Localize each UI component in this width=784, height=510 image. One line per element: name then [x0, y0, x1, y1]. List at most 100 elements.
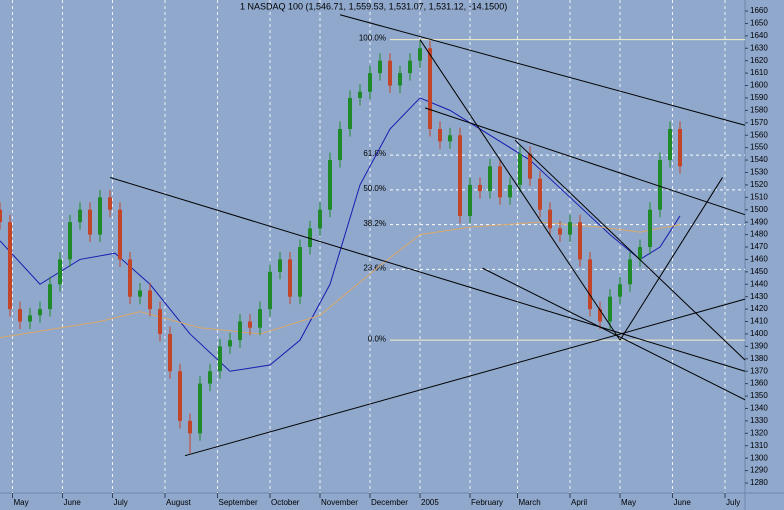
candle-body: [478, 184, 482, 192]
candle-body: [158, 309, 162, 334]
y-tick-label: 1610: [750, 68, 768, 77]
y-tick-label: 1510: [750, 192, 768, 201]
candle-body: [288, 259, 292, 297]
x-tick-label: July: [726, 498, 740, 507]
candle-body: [228, 340, 232, 347]
candle-body: [18, 309, 22, 322]
y-tick-label: 1370: [750, 366, 768, 375]
candle-body: [518, 153, 522, 185]
y-tick-label: 1590: [750, 93, 768, 102]
candle-body: [0, 209, 2, 223]
candle-body: [418, 48, 422, 61]
candle-body: [138, 290, 142, 297]
candle-body: [528, 153, 532, 179]
candle-body: [208, 371, 212, 384]
candle-body: [558, 228, 562, 235]
y-tick-label: 1550: [750, 143, 768, 152]
candle-body: [258, 309, 262, 328]
y-tick-label: 1640: [750, 31, 768, 40]
y-tick-label: 1620: [750, 56, 768, 65]
candle-body: [368, 73, 372, 92]
y-tick-label: 1480: [750, 230, 768, 239]
candle-body: [328, 160, 332, 210]
candle-body: [298, 247, 302, 297]
y-tick-label: 1570: [750, 118, 768, 127]
candle-body: [8, 222, 12, 310]
fib-label: 0.0%: [368, 334, 386, 343]
y-tick-label: 1320: [750, 428, 768, 437]
candle-body: [398, 73, 402, 86]
candle-body: [248, 321, 252, 328]
x-tick-label: June: [674, 498, 692, 507]
x-tick-label: November: [321, 498, 358, 507]
y-tick-label: 1650: [750, 19, 768, 28]
candle-body: [468, 184, 472, 216]
y-tick-label: 1390: [750, 341, 768, 350]
candle-body: [168, 333, 172, 372]
candle-body: [618, 284, 622, 297]
candle-body: [118, 209, 122, 260]
candle-body: [48, 284, 52, 310]
x-tick-label: July: [114, 498, 128, 507]
candle-body: [268, 271, 272, 310]
x-tick-label: March: [519, 498, 541, 507]
y-tick-label: 1440: [750, 279, 768, 288]
candle-body: [178, 371, 182, 421]
candle-body: [588, 259, 592, 310]
candle-body: [498, 166, 502, 198]
candle-body: [628, 259, 632, 285]
chart-title: 1 NASDAQ 100 (1,546.71, 1,559.53, 1,531.…: [240, 1, 507, 11]
candle-body: [108, 197, 112, 210]
fib-label: 61.8%: [363, 149, 386, 158]
x-tick-label: May: [14, 498, 29, 507]
moving-average: [0, 97, 681, 372]
y-tick-label: 1630: [750, 43, 768, 52]
candle-body: [568, 222, 572, 235]
candle-body: [648, 209, 652, 248]
candle-body: [28, 315, 32, 322]
trendline: [339, 14, 746, 126]
candle-body: [378, 60, 382, 74]
trendline: [184, 298, 746, 457]
fib-label: 23.6%: [363, 263, 386, 272]
trendline: [419, 39, 621, 341]
trendline: [482, 267, 746, 401]
x-tick-label: August: [166, 498, 192, 507]
candle-body: [358, 91, 362, 98]
x-tick-label: April: [571, 498, 587, 507]
y-tick-label: 1420: [750, 304, 768, 313]
x-tick-label: September: [219, 498, 258, 507]
candle-body: [538, 178, 542, 210]
candle-body: [598, 309, 602, 322]
y-tick-label: 1460: [750, 255, 768, 264]
candle-body: [678, 129, 682, 167]
y-tick-label: 1500: [750, 205, 768, 214]
x-tick-label: May: [621, 498, 636, 507]
trendline: [514, 139, 746, 361]
candle-body: [218, 346, 222, 372]
y-tick-label: 1410: [750, 317, 768, 326]
candle-body: [198, 383, 202, 434]
candle-body: [548, 209, 552, 229]
candle-body: [238, 321, 242, 341]
trendline: [619, 177, 723, 341]
candle-body: [68, 222, 72, 260]
candle-body: [448, 135, 452, 142]
candle-body: [318, 209, 322, 229]
candle-body: [88, 209, 92, 235]
y-tick-label: 1300: [750, 453, 768, 462]
y-tick-label: 1400: [750, 329, 768, 338]
plot-area: 100.0% 61.8% 50.0% 38.2% 23.6% 0.0%: [0, 0, 746, 493]
y-tick-label: 1520: [750, 180, 768, 189]
candle-body: [608, 296, 612, 322]
y-tick-label: 1360: [750, 379, 768, 388]
candle-body: [338, 129, 342, 161]
candle-body: [58, 259, 62, 285]
y-tick-label: 1530: [750, 168, 768, 177]
candle-body: [488, 166, 492, 192]
x-tick-label: June: [64, 498, 82, 507]
candle-body: [278, 259, 282, 272]
y-tick-label: 1350: [750, 391, 768, 400]
y-tick-label: 1340: [750, 404, 768, 413]
candle-body: [188, 420, 192, 434]
